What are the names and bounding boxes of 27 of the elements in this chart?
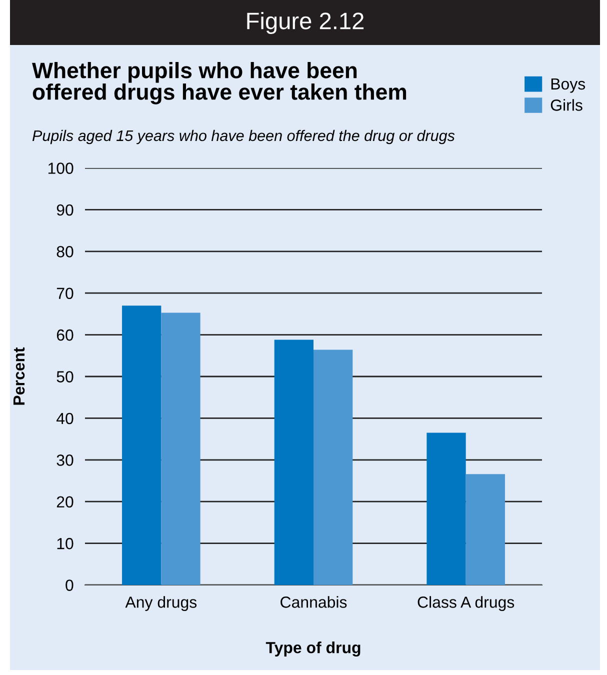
x-tick-label: Cannabis bbox=[280, 596, 347, 608]
y-tick-label: 60 bbox=[56, 329, 74, 341]
x-tick-label: Class A drugs bbox=[418, 596, 514, 611]
bar bbox=[314, 350, 353, 585]
bar bbox=[466, 474, 505, 585]
x-tick-label: Any drugs bbox=[125, 596, 197, 611]
legend-label: Boys bbox=[551, 78, 586, 93]
y-tick-label: 20 bbox=[56, 496, 74, 508]
y-axis-title: Percent bbox=[13, 347, 25, 405]
x-axis-title: Type of drug bbox=[266, 642, 360, 657]
y-tick-label: 50 bbox=[56, 371, 74, 382]
y-tick-label: 100 bbox=[48, 162, 74, 174]
chart-subtitle: Pupils aged 15 years who have been offered the drug or drugs bbox=[32, 130, 455, 144]
legend-label: Girls bbox=[550, 99, 582, 111]
caption: Figure 2.12 bbox=[247, 12, 364, 34]
chart-title: Whether pupils who have been offered drugs have ever taken them bbox=[32, 62, 406, 104]
y-tick-label: 40 bbox=[56, 412, 74, 424]
bar bbox=[161, 312, 200, 585]
y-tick-label: 30 bbox=[56, 454, 74, 466]
bar bbox=[122, 306, 162, 585]
y-tick-label: 70 bbox=[56, 288, 74, 300]
bar bbox=[274, 340, 314, 585]
y-tick-label: 90 bbox=[56, 204, 74, 216]
y-tick-label: 10 bbox=[57, 538, 74, 550]
y-tick-label: 0 bbox=[66, 580, 74, 591]
y-tick-label: 80 bbox=[56, 246, 74, 258]
bar bbox=[426, 432, 466, 585]
